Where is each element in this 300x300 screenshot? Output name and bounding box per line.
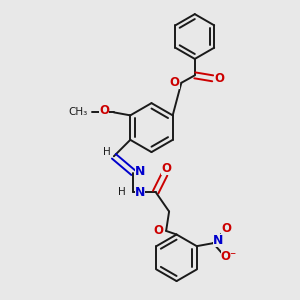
- Text: N: N: [135, 165, 145, 178]
- Text: H: H: [103, 147, 111, 157]
- Text: N: N: [213, 234, 224, 247]
- Text: CH₃: CH₃: [69, 107, 88, 117]
- Text: O: O: [221, 222, 231, 235]
- Text: O: O: [161, 162, 171, 175]
- Text: O: O: [214, 72, 224, 85]
- Text: N: N: [135, 186, 145, 199]
- Text: O: O: [154, 224, 164, 237]
- Text: O: O: [99, 104, 110, 117]
- Text: O: O: [170, 76, 180, 89]
- Text: H: H: [118, 187, 126, 197]
- Text: O⁻: O⁻: [221, 250, 237, 263]
